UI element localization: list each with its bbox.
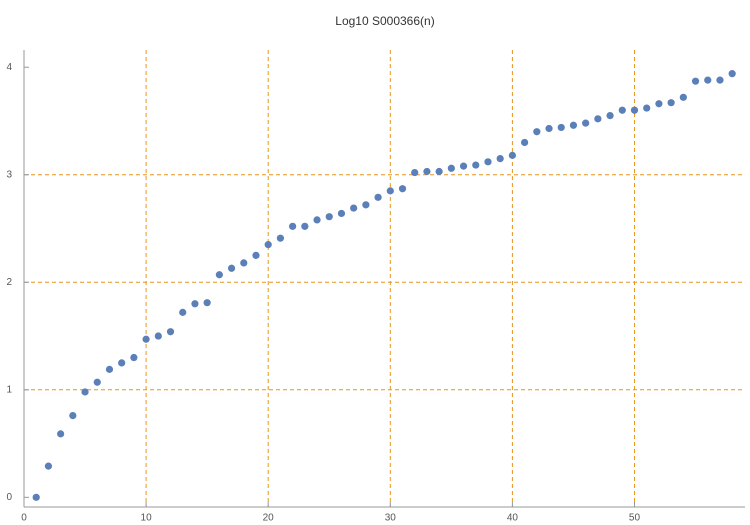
- point: [643, 104, 651, 112]
- point: [240, 259, 248, 267]
- point: [203, 299, 211, 307]
- point: [264, 241, 272, 249]
- x-tick-label: 10: [141, 513, 153, 524]
- point: [142, 335, 150, 343]
- point: [423, 167, 431, 176]
- point: [704, 76, 712, 84]
- point: [533, 128, 541, 136]
- point: [227, 264, 236, 272]
- point: [118, 359, 126, 367]
- point: [289, 222, 297, 230]
- y-tick-label: 4: [6, 62, 12, 73]
- point: [337, 209, 346, 218]
- point: [557, 123, 565, 132]
- point: [606, 111, 614, 120]
- point: [655, 100, 663, 108]
- y-tick-label: 3: [6, 169, 12, 180]
- point: [398, 185, 407, 193]
- point: [716, 76, 724, 84]
- point: [350, 204, 358, 212]
- point: [691, 77, 700, 85]
- point: [728, 70, 736, 78]
- point: [105, 365, 114, 373]
- point: [252, 251, 260, 259]
- point: [594, 115, 602, 123]
- x-tick-label: 0: [21, 513, 27, 524]
- point: [459, 162, 468, 170]
- x-tick-label: 50: [629, 513, 641, 524]
- point: [191, 300, 199, 308]
- point: [484, 158, 492, 166]
- point: [276, 234, 285, 242]
- point: [447, 164, 455, 172]
- point: [179, 308, 187, 316]
- point: [679, 93, 687, 101]
- point: [81, 388, 89, 396]
- point: [374, 193, 382, 201]
- point: [313, 216, 321, 224]
- point: [508, 151, 516, 159]
- point: [411, 168, 419, 177]
- point: [545, 124, 553, 133]
- x-tick-label: 20: [263, 513, 275, 524]
- point: [215, 271, 223, 279]
- x-tick-label: 30: [385, 513, 397, 524]
- point: [166, 328, 175, 336]
- y-tick-label: 2: [6, 277, 12, 288]
- point: [667, 99, 675, 107]
- point: [618, 106, 626, 114]
- point: [69, 412, 77, 420]
- point: [362, 201, 370, 209]
- point: [93, 378, 101, 386]
- point: [386, 187, 394, 195]
- point: [130, 353, 138, 362]
- point: [44, 462, 53, 470]
- point: [472, 161, 480, 169]
- point: [325, 213, 333, 221]
- point: [32, 493, 40, 501]
- y-tick-label: 0: [6, 492, 12, 503]
- point: [582, 119, 590, 127]
- point: [57, 430, 65, 438]
- chart-title: Log10 S000366(n): [335, 14, 434, 28]
- x-tick-label: 40: [507, 513, 519, 524]
- point: [630, 106, 639, 114]
- point: [435, 167, 443, 176]
- point: [154, 332, 162, 340]
- point: [496, 155, 504, 163]
- point: [521, 138, 529, 147]
- point: [569, 121, 578, 129]
- point: [301, 222, 309, 230]
- y-tick-label: 1: [6, 384, 12, 395]
